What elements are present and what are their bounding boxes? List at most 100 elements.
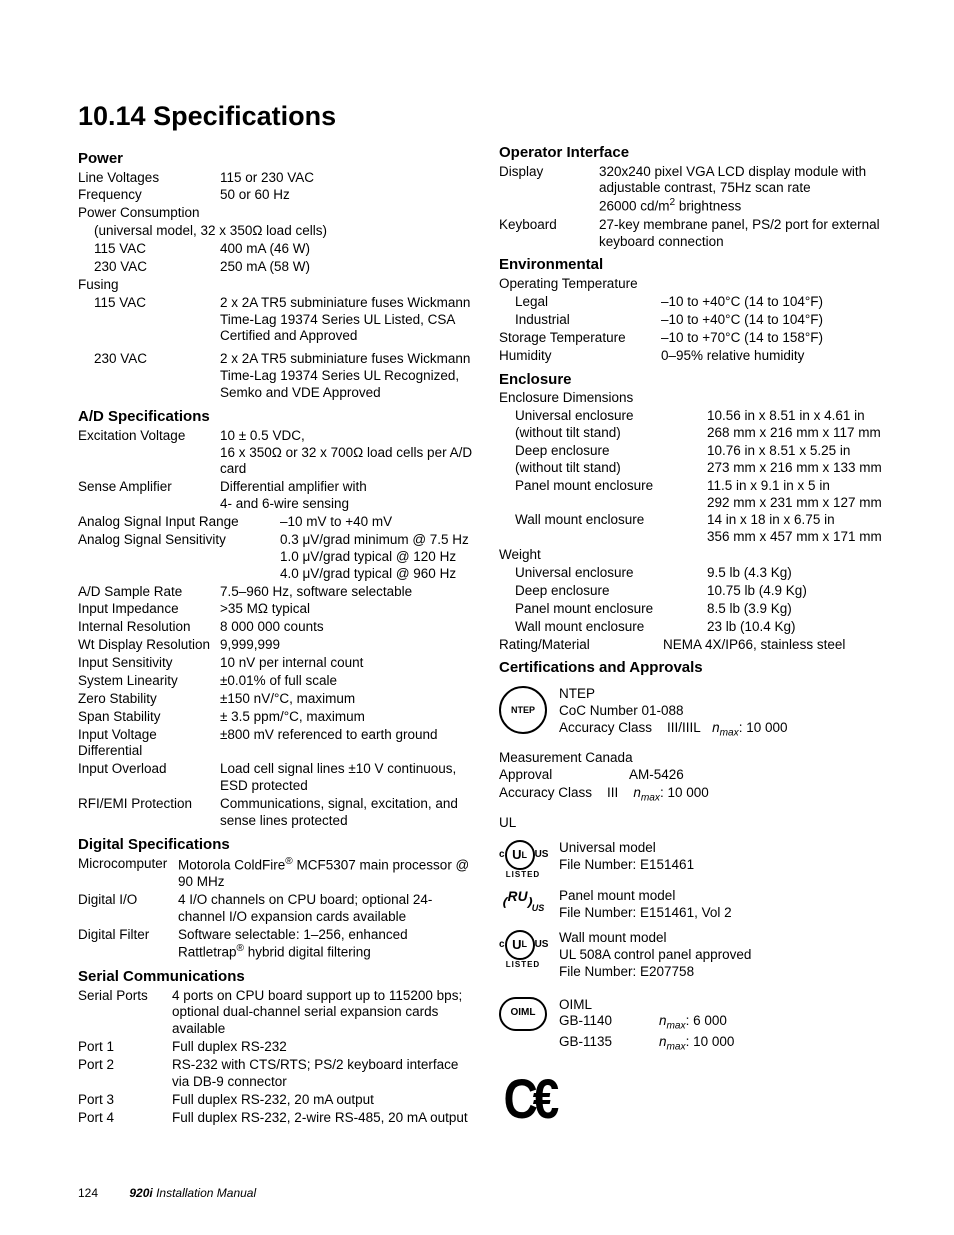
- spec-label: 115 VAC: [94, 295, 220, 312]
- spec-value: 23 lb (10.4 Kg): [707, 619, 796, 636]
- spec-row: Legal–10 to +40°C (14 to 104°F): [499, 294, 894, 311]
- spec-row: Line Voltages115 or 230 VAC: [78, 170, 473, 187]
- spec-row: Port 3Full duplex RS-232, 20 mA output: [78, 1092, 473, 1109]
- spec-label: Wt Display Resolution: [78, 637, 220, 654]
- mc-acc: Accuracy Class III nmax: 10 000: [499, 785, 894, 805]
- power-universal-note: (universal model, 32 x 350Ω load cells): [78, 223, 473, 240]
- spec-label: Universal enclosure: [515, 565, 707, 582]
- fusing-label: Fusing: [78, 277, 473, 294]
- spec-value: 2 x 2A TR5 subminiature fuses Wickmann T…: [220, 295, 473, 346]
- spec-row: Port 1Full duplex RS-232: [78, 1039, 473, 1056]
- spec-value: 27-key membrane panel, PS/2 port for ext…: [599, 217, 894, 251]
- spec-row: Display320x240 pixel VGA LCD display mod…: [499, 164, 894, 216]
- spec-value: Full duplex RS-232: [172, 1039, 287, 1056]
- spec-row: Port 2RS-232 with CTS/RTS; PS/2 keyboard…: [78, 1057, 473, 1091]
- content-columns: Power Line Voltages115 or 230 VACFrequen…: [78, 144, 894, 1134]
- spec-row: Digital FilterSoftware selectable: 1–256…: [78, 927, 473, 962]
- enclosure-weight-label: Weight: [499, 547, 894, 564]
- op-temp-label: Operating Temperature: [499, 276, 894, 293]
- spec-value: Full duplex RS-232, 20 mA output: [172, 1092, 374, 1109]
- spec-label: Wall mount enclosure: [515, 619, 707, 636]
- spec-label: Display: [499, 164, 599, 181]
- ul-name: UL: [499, 815, 894, 832]
- spec-row: MicrocomputerMotorola ColdFire® MCF5307 …: [78, 856, 473, 891]
- spec-row: RFI/EMI ProtectionCommunications, signal…: [78, 796, 473, 830]
- spec-label: Span Stability: [78, 709, 220, 726]
- spec-row: Wall mount enclosure23 lb (10.4 Kg): [499, 619, 894, 636]
- spec-value: 0.3 μV/grad minimum @ 7.5 Hz1.0 μV/grad …: [280, 532, 469, 583]
- spec-label: Serial Ports: [78, 988, 172, 1005]
- spec-label: Power Consumption: [78, 205, 220, 222]
- rating-label: Rating/Material: [499, 637, 663, 654]
- spec-value: ±150 nV/°C, maximum: [220, 691, 355, 708]
- spec-value: 4 I/O channels on CPU board; optional 24…: [178, 892, 473, 926]
- spec-label: Port 1: [78, 1039, 172, 1056]
- cert-oiml: OIML OIML GB-1140nmax: 6 000GB-1135nmax:…: [499, 997, 894, 1055]
- spec-row: System Linearity±0.01% of full scale: [78, 673, 473, 690]
- spec-value: 0–95% relative humidity: [661, 348, 804, 365]
- page-number: 124: [78, 1186, 98, 1200]
- spec-label: Storage Temperature: [499, 330, 661, 347]
- spec-row: Span Stability± 3.5 ppm/°C, maximum: [78, 709, 473, 726]
- ul-text: Panel mount modelFile Number: E151461, V…: [559, 888, 732, 922]
- spec-row: Excitation Voltage10 ± 0.5 VDC,16 x 350Ω…: [78, 428, 473, 479]
- spec-row: Serial Ports4 ports on CPU board support…: [78, 988, 473, 1039]
- spec-row: Frequency50 or 60 Hz: [78, 187, 473, 204]
- spec-row: Port 4Full duplex RS-232, 2-wire RS-485,…: [78, 1110, 473, 1127]
- spec-label: Legal: [515, 294, 661, 311]
- spec-row: Analog Signal Input Range–10 mV to +40 m…: [78, 514, 473, 531]
- spec-label: 230 VAC: [94, 259, 220, 276]
- spec-label: A/D Sample Rate: [78, 584, 220, 601]
- ul-item: ₍ᴿᵁ₎USPanel mount modelFile Number: E151…: [499, 888, 894, 922]
- spec-label: Port 3: [78, 1092, 172, 1109]
- spec-row: Panel mount enclosure8.5 lb (3.9 Kg): [499, 601, 894, 618]
- spec-label: Analog Signal Sensitivity: [78, 532, 280, 549]
- ul-item: cULUSLISTEDUniversal modelFile Number: E…: [499, 840, 894, 880]
- spec-value: RS-232 with CTS/RTS; PS/2 keyboard inter…: [172, 1057, 473, 1091]
- spec-label: Input Sensitivity: [78, 655, 220, 672]
- spec-row: Input Impedance>35 MΩ typical: [78, 601, 473, 618]
- spec-label: Port 2: [78, 1057, 172, 1074]
- oiml-icon: OIML: [499, 997, 547, 1031]
- spec-value: –10 to +40°C (14 to 104°F): [661, 312, 823, 329]
- spec-value: 50 or 60 Hz: [220, 187, 290, 204]
- ntep-coc: CoC Number 01-088: [559, 703, 788, 720]
- spec-label: Port 4: [78, 1110, 172, 1127]
- spec-value: 9.5 lb (4.3 Kg): [707, 565, 792, 582]
- section-heading-env: Environmental: [499, 256, 894, 275]
- spec-row: 115 VAC2 x 2A TR5 subminiature fuses Wic…: [78, 295, 473, 346]
- section-heading-certs: Certifications and Approvals: [499, 659, 894, 678]
- spec-value: Software selectable: 1–256, enhanced Rat…: [178, 927, 473, 962]
- spec-value: 115 or 230 VAC: [220, 170, 314, 187]
- spec-value: 2 x 2A TR5 subminiature fuses Wickmann T…: [220, 351, 473, 402]
- right-column: Operator Interface Display320x240 pixel …: [499, 144, 894, 1134]
- spec-value: Communications, signal, excitation, and …: [220, 796, 473, 830]
- spec-label: Universal enclosure(without tilt stand): [515, 408, 707, 442]
- spec-value: ±800 mV referenced to earth ground: [220, 727, 438, 744]
- spec-label: 115 VAC: [94, 241, 220, 258]
- section-heading-digital: Digital Specifications: [78, 836, 473, 855]
- spec-label: Sense Amplifier: [78, 479, 220, 496]
- page-footer: 124 920i Installation Manual: [78, 1186, 256, 1201]
- enclosure-rating: Rating/Material NEMA 4X/IP66, stainless …: [499, 637, 894, 654]
- section-heading-serial: Serial Communications: [78, 968, 473, 987]
- spec-row: Deep enclosure10.75 lb (4.9 Kg): [499, 583, 894, 600]
- spec-label: Keyboard: [499, 217, 599, 234]
- spec-label: System Linearity: [78, 673, 220, 690]
- ntep-acc: Accuracy Class III/IIIL nmax: 10 000: [559, 720, 788, 740]
- spec-value: 320x240 pixel VGA LCD display module wit…: [599, 164, 894, 216]
- spec-value: Differential amplifier with4- and 6-wire…: [220, 479, 367, 513]
- spec-row: Input Sensitivity10 nV per internal coun…: [78, 655, 473, 672]
- spec-value: 10.75 lb (4.9 Kg): [707, 583, 807, 600]
- spec-label: Panel mount enclosure: [515, 601, 707, 618]
- mc-name: Measurement Canada: [499, 750, 894, 767]
- spec-row: Humidity0–95% relative humidity: [499, 348, 894, 365]
- cert-ul: UL cULUSLISTEDUniversal modelFile Number…: [499, 815, 894, 980]
- spec-row: 230 VAC250 mA (58 W): [78, 259, 473, 276]
- spec-label: Digital I/O: [78, 892, 178, 909]
- spec-row: Internal Resolution8 000 000 counts: [78, 619, 473, 636]
- spec-label: Input Impedance: [78, 601, 220, 618]
- spec-label: Input Overload: [78, 761, 220, 778]
- spec-label: Humidity: [499, 348, 661, 365]
- ul-icon: cULUSLISTED: [499, 930, 547, 970]
